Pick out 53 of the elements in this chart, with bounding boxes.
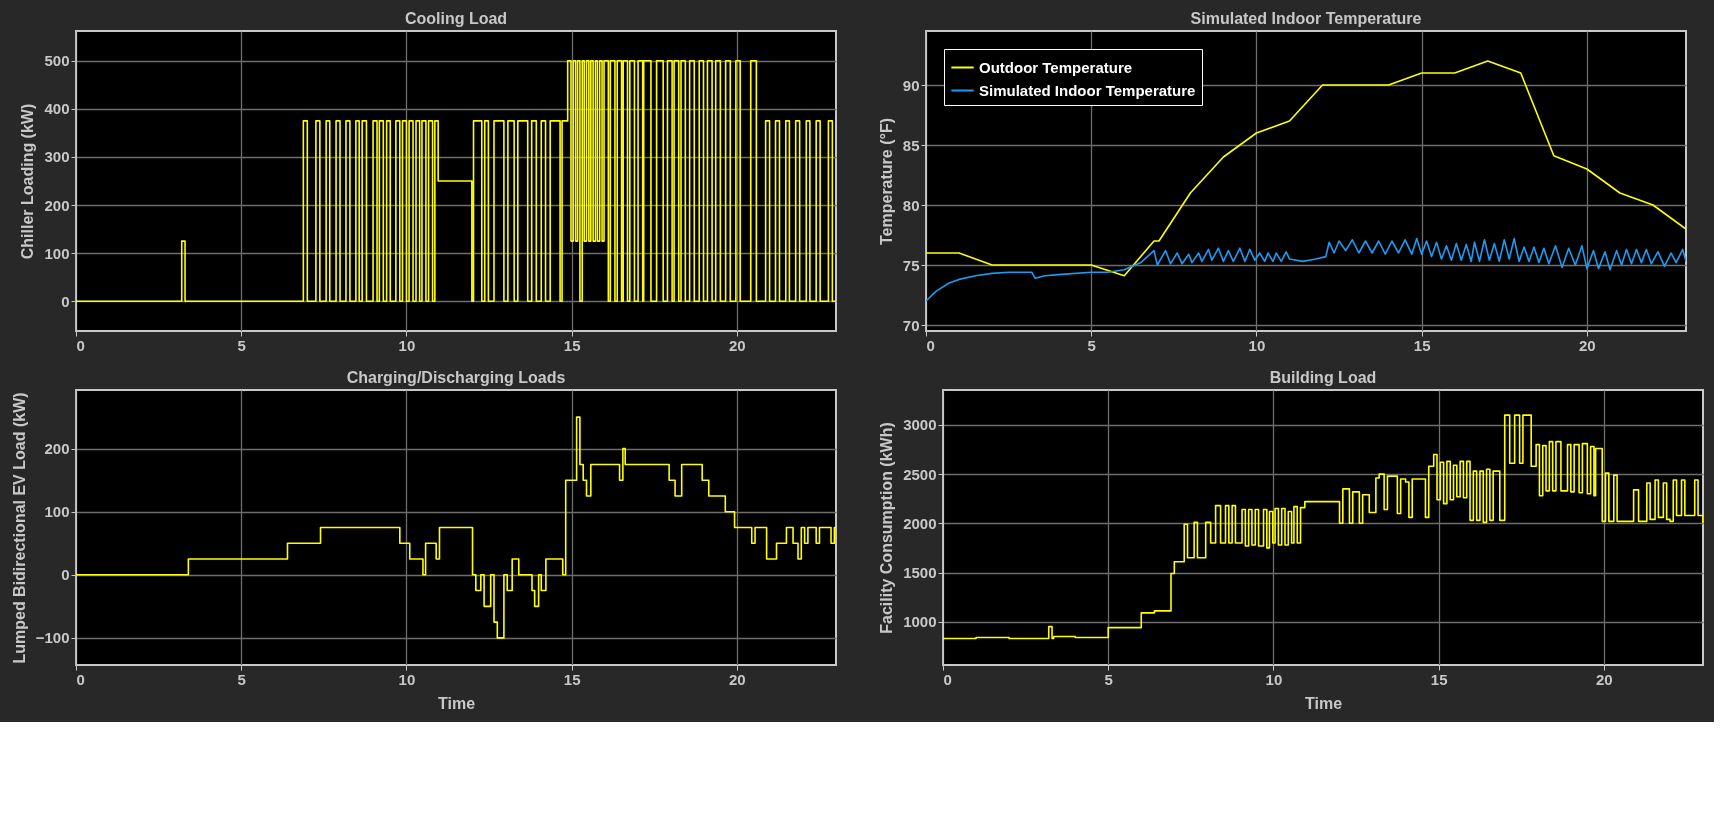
chart-title: Charging/Discharging Loads xyxy=(346,369,566,386)
y-tick-label: 300 xyxy=(44,148,70,166)
x-axis-title: Time xyxy=(1304,694,1343,712)
x-tick-label: 10 xyxy=(1265,670,1283,688)
x-tick-label: 10 xyxy=(1248,336,1266,354)
x-tick-label: 20 xyxy=(1596,670,1613,688)
chart-title: Simulated Indoor Temperature xyxy=(1190,10,1422,27)
y-tick-label: 1000 xyxy=(903,613,937,631)
legend-label: Outdoor Temperature xyxy=(979,58,1133,76)
x-tick-label: 15 xyxy=(563,670,581,688)
x-tick-label: 20 xyxy=(729,336,746,354)
y-tick-label: 100 xyxy=(44,503,70,521)
x-tick-label: 5 xyxy=(237,336,246,354)
y-tick-label: 70 xyxy=(902,316,920,334)
x-tick-label: 0 xyxy=(943,670,952,688)
x-tick-label: 15 xyxy=(1430,670,1448,688)
y-tick-label: 400 xyxy=(44,100,70,118)
legend-label: Simulated Indoor Temperature xyxy=(979,81,1196,99)
y-axis-title: Temperature (°F) xyxy=(877,117,895,246)
y-axis-title: Facility Consumption (kWh) xyxy=(878,422,896,634)
y-axis-title: Chiller Loading (kW) xyxy=(19,103,37,260)
x-tick-label: 20 xyxy=(729,670,746,688)
y-tick-label: 85 xyxy=(902,136,920,154)
x-tick-label: 15 xyxy=(1413,336,1431,354)
y-tick-label: 200 xyxy=(44,440,70,458)
y-tick-label: 80 xyxy=(902,196,920,214)
y-tick-label: 0 xyxy=(61,566,70,584)
y-tick-label: 100 xyxy=(44,244,70,262)
x-tick-label: 10 xyxy=(398,336,416,354)
x-tick-label: 20 xyxy=(1579,336,1596,354)
chart-title: Building Load xyxy=(1269,369,1377,386)
x-tick-label: 0 xyxy=(76,336,85,354)
x-axis-title: Time xyxy=(437,694,476,712)
y-tick-label: 75 xyxy=(902,256,920,274)
y-tick-label: 1500 xyxy=(903,564,937,582)
y-tick-label: 3000 xyxy=(903,416,937,434)
x-tick-label: 15 xyxy=(563,336,581,354)
y-tick-label: 500 xyxy=(44,52,70,70)
x-tick-label: 10 xyxy=(398,670,416,688)
y-tick-label: 2000 xyxy=(903,514,937,532)
x-tick-label: 5 xyxy=(1087,336,1096,354)
x-tick-label: 5 xyxy=(237,670,246,688)
y-tick-label: 200 xyxy=(44,196,70,214)
y-tick-label: 2500 xyxy=(903,465,937,483)
y-tick-label: 0 xyxy=(61,292,70,310)
line-series xyxy=(926,237,1686,302)
y-tick-label: −100 xyxy=(35,629,70,647)
y-tick-label: 90 xyxy=(902,76,920,94)
x-tick-label: 0 xyxy=(76,670,85,688)
y-axis-title: Lumped Bidirectional EV Load (kW) xyxy=(10,392,28,664)
chart-title: Cooling Load xyxy=(404,10,508,27)
x-tick-label: 5 xyxy=(1104,670,1113,688)
line-series xyxy=(926,60,1686,277)
